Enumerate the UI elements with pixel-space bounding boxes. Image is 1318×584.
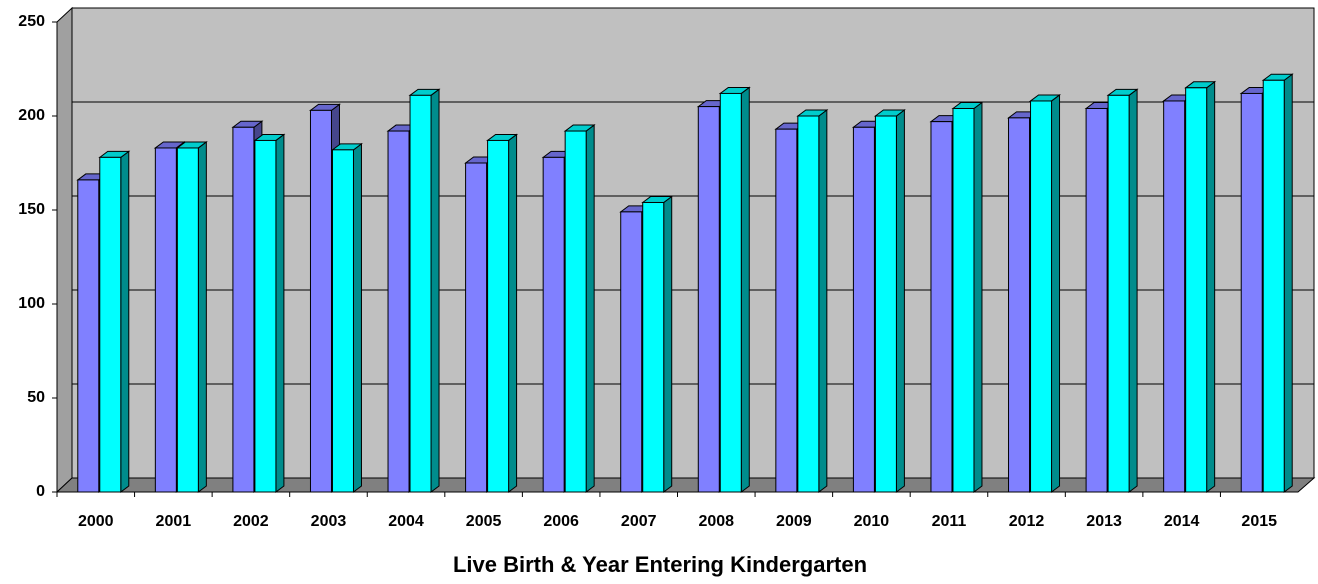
bar-front <box>852 126 875 493</box>
bar-side <box>1051 93 1061 493</box>
bar-side <box>818 109 828 493</box>
side-wall <box>56 6 73 494</box>
bar-front <box>1008 117 1031 493</box>
bar <box>641 195 674 493</box>
y-tick-label: 150 <box>18 201 45 218</box>
bar-side <box>973 101 983 493</box>
x-tick-label: 2005 <box>466 513 502 530</box>
bar-front <box>564 130 587 493</box>
bar <box>718 86 751 493</box>
bar-front <box>1240 92 1263 493</box>
x-tick-label: 2000 <box>78 513 114 530</box>
bar-front <box>797 115 820 493</box>
bar-front <box>620 211 643 493</box>
bar-front <box>387 130 410 493</box>
x-tick-label: 2012 <box>1009 513 1045 530</box>
bar-front <box>99 156 122 493</box>
bar-side <box>352 142 362 493</box>
bar-front <box>874 115 897 493</box>
bar <box>1184 80 1217 493</box>
bar <box>563 124 596 493</box>
x-tick-label: 2014 <box>1164 513 1200 530</box>
x-tick-label: 2007 <box>621 513 657 530</box>
bar <box>1106 88 1139 493</box>
bar <box>98 150 131 493</box>
bar <box>486 133 519 493</box>
x-axis-title: Live Birth & Year Entering Kindergarten <box>453 552 867 577</box>
x-tick-label: 2011 <box>932 513 967 530</box>
bar-front <box>1085 107 1108 493</box>
bar-side <box>275 133 285 493</box>
x-tick-label: 2003 <box>311 513 347 530</box>
bar-side <box>430 88 440 493</box>
bar <box>1029 93 1062 493</box>
bar <box>951 101 984 493</box>
x-tick-label: 2004 <box>388 513 424 530</box>
bar-front <box>409 94 432 493</box>
y-tick-label: 200 <box>18 107 45 124</box>
bar <box>873 109 906 493</box>
bar-side <box>1206 80 1216 493</box>
bar-side <box>1128 88 1138 493</box>
bar-front <box>1163 100 1186 493</box>
bar-front <box>254 139 277 493</box>
bar-front <box>331 149 354 493</box>
y-tick-label: 250 <box>18 13 45 30</box>
bar <box>253 133 286 493</box>
x-tick-label: 2010 <box>854 513 890 530</box>
bar <box>1261 73 1294 493</box>
bar-front <box>154 147 177 493</box>
bar-front <box>542 156 565 493</box>
bar <box>330 142 363 493</box>
x-tick-label: 2001 <box>156 513 192 530</box>
bar-front <box>642 201 665 493</box>
x-tick-label: 2015 <box>1241 513 1277 530</box>
y-tick-label: 0 <box>36 483 45 500</box>
bar-front <box>487 139 510 493</box>
bar-front <box>309 109 332 493</box>
bar <box>175 140 208 493</box>
bar-side <box>120 150 130 493</box>
bar-front <box>697 106 720 493</box>
bar-front <box>176 147 199 493</box>
y-tick-label: 100 <box>18 295 45 312</box>
x-tick-label: 2008 <box>698 513 734 530</box>
bar-side <box>508 133 518 493</box>
bar-side <box>197 140 207 493</box>
x-tick-label: 2002 <box>233 513 269 530</box>
bar-front <box>1185 87 1208 493</box>
bar-front <box>719 92 742 493</box>
bar-side <box>663 195 673 493</box>
bar-side <box>895 109 905 493</box>
bar-side <box>585 124 595 493</box>
bar-front <box>952 107 975 493</box>
x-tick-label: 2013 <box>1086 513 1122 530</box>
x-tick-label: 2009 <box>776 513 812 530</box>
bar-front <box>1262 79 1285 493</box>
bar-front <box>232 126 255 493</box>
bar-side <box>740 86 750 493</box>
bar-front <box>1107 94 1130 493</box>
bar <box>796 109 829 493</box>
bar <box>408 88 441 493</box>
x-tick-label: 2006 <box>543 513 579 530</box>
bar-front <box>775 128 798 493</box>
bar-side <box>1283 73 1293 493</box>
y-tick-label: 50 <box>27 389 45 406</box>
bar-front <box>77 179 100 493</box>
bar-front <box>930 121 953 493</box>
bar-front <box>1030 100 1053 493</box>
bar-front <box>465 162 488 493</box>
